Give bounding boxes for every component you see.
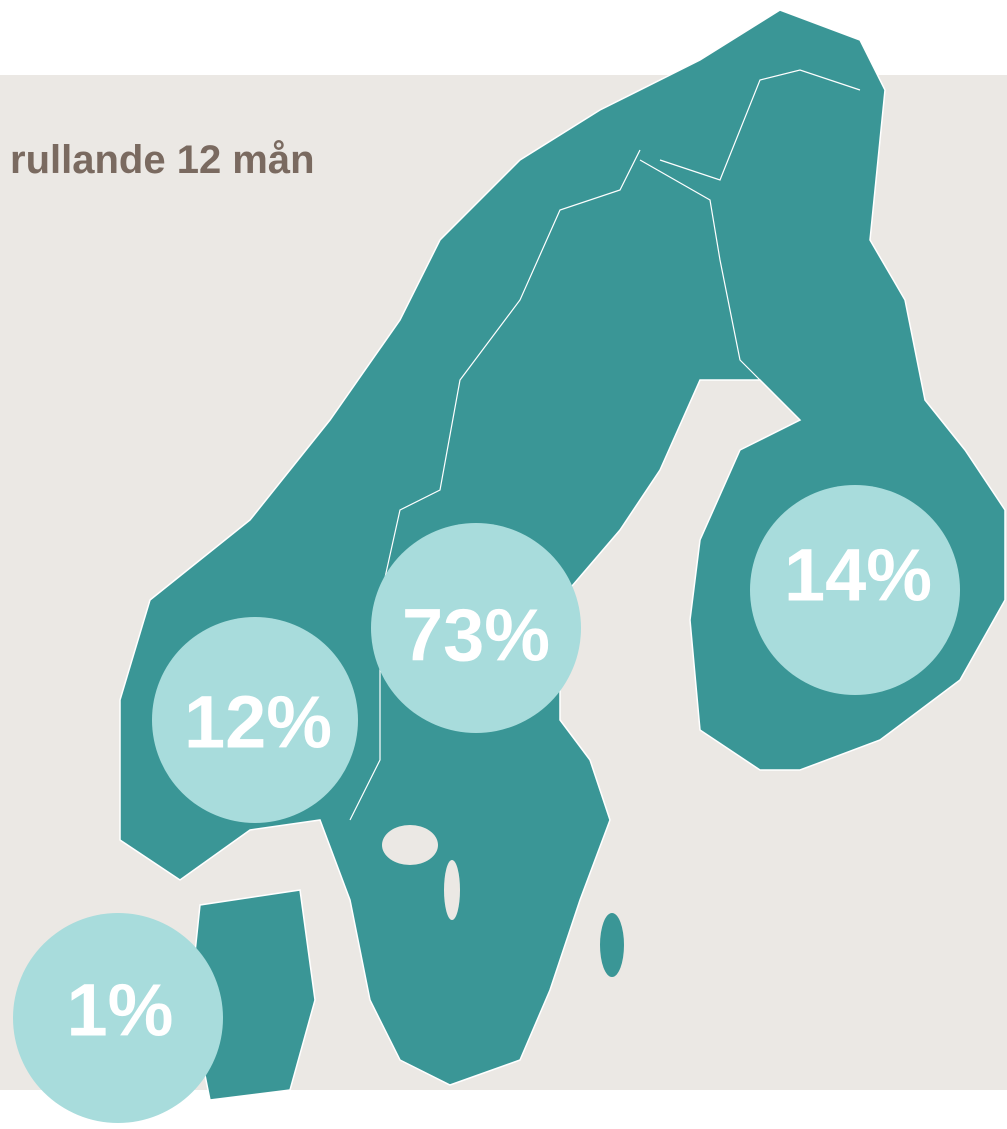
island: [600, 913, 624, 977]
title: rullande 12 mån: [10, 138, 315, 182]
bubble: [371, 523, 581, 733]
bubble-label: 12%: [184, 681, 332, 764]
border: [659, 69, 861, 181]
bubble-label: 14%: [784, 534, 932, 617]
bubble: [152, 617, 358, 823]
bubble-label: 1%: [67, 969, 174, 1052]
bubble: [13, 913, 223, 1123]
lake: [382, 825, 438, 865]
border: [349, 149, 641, 821]
border: [639, 159, 761, 381]
lake: [444, 860, 460, 920]
bubble-label: 73%: [402, 594, 550, 677]
scandinavia: [119, 9, 1006, 1086]
bubble: [750, 485, 960, 695]
